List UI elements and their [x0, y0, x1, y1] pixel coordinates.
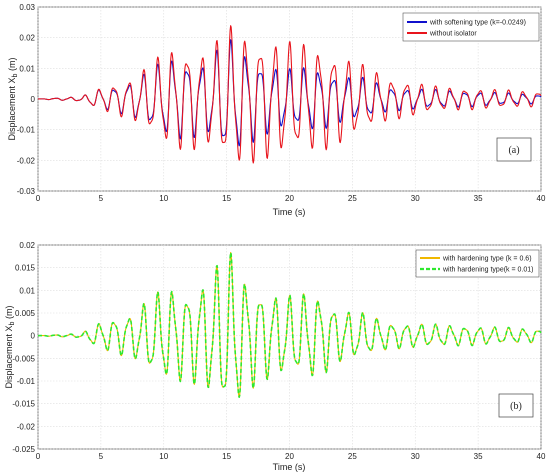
y-tick-label: 0.015 — [15, 264, 36, 273]
panel-label-box-a — [496, 137, 532, 162]
series-line — [37, 25, 542, 164]
legend-b: with hardening type (k = 0.6) with harde… — [415, 249, 540, 278]
series-lines-a — [37, 25, 542, 164]
x-tick-label: 0 — [36, 452, 41, 461]
x-tick-label: 15 — [222, 452, 231, 461]
y-tick-label: 0.01 — [19, 286, 35, 295]
panel-label-b: (b) — [510, 401, 522, 412]
y-tick-label: -0.025 — [12, 445, 35, 454]
x-tick-label: 20 — [285, 194, 294, 203]
y-tick-label: 0.03 — [19, 3, 35, 12]
gridlines-b — [37, 244, 542, 450]
x-tick-label: 25 — [348, 452, 357, 461]
y-tick-label: -0.01 — [17, 377, 36, 386]
x-tick-label: 20 — [285, 452, 294, 461]
legend-box-a — [402, 12, 540, 42]
y-tick-label: -0.005 — [12, 354, 35, 363]
x-tick-label: 25 — [348, 194, 357, 203]
x-tick-label: 30 — [411, 194, 420, 203]
x-axis-title-b: Time (s) — [273, 462, 306, 472]
legend-label-hardening-0-6: with hardening type (k = 0.6) — [442, 256, 532, 263]
x-tick-label: 5 — [99, 194, 104, 203]
y-tick-label: -0.015 — [12, 400, 35, 409]
x-axis-title-a: Time (s) — [273, 207, 306, 217]
tick-labels-b: 0 5 10 15 20 25 30 35 40 -0.025 -0.02 -0.015 -0.01 -0… — [12, 241, 546, 461]
y-tick-label: 0.02 — [19, 34, 35, 43]
panel-label-box-b — [498, 393, 534, 418]
y-tick-label: 0.005 — [15, 309, 36, 318]
y-axis-title-subscript-a: b — [12, 73, 19, 77]
y-axis-title-main-a: Displacement X — [7, 77, 17, 140]
series-lines-b — [37, 251, 542, 398]
y-tick-label: -0.02 — [17, 156, 36, 165]
legend-label-without-isolator: without isolator — [429, 31, 477, 38]
y-axis-title-unit-a: (m) — [7, 58, 17, 74]
x-tick-label: 15 — [222, 194, 231, 203]
tick-labels-a: 0 5 10 15 20 25 30 35 40 -0.03 -0.02 -0.01 0 0.01 0.02… — [17, 3, 546, 203]
legend-label-hardening-0-01: with hardening type(k = 0.01) — [442, 267, 533, 274]
y-tick-label: -0.03 — [17, 187, 36, 196]
legend-box-b — [415, 249, 540, 278]
chart-panel-b: 0 5 10 15 20 25 30 35 40 -0.025 -0.02 -0.015 -0.01 -0… — [4, 241, 546, 472]
panel-label-a: (a) — [508, 145, 519, 156]
x-tick-label: 5 — [99, 452, 104, 461]
y-tick-label: -0.01 — [17, 126, 36, 135]
y-axis-title-a: Displacement Xb (m) — [7, 58, 19, 141]
x-tick-label: 40 — [537, 194, 546, 203]
x-tick-label: 10 — [159, 452, 168, 461]
y-tick-label: 0 — [31, 95, 36, 104]
series-line — [37, 251, 542, 398]
y-tick-label: -0.02 — [17, 422, 36, 431]
x-tick-label: 0 — [36, 194, 41, 203]
x-tick-label: 30 — [411, 452, 420, 461]
x-tick-label: 10 — [159, 194, 168, 203]
x-tick-label: 35 — [474, 452, 483, 461]
y-axis-title-b: Displacement Xb (m) — [4, 306, 16, 389]
legend-a: with softening type (k=-0.0249) without … — [402, 12, 540, 42]
y-axis-title-unit-b: (m) — [4, 306, 14, 322]
y-tick-label: 0.02 — [19, 241, 35, 250]
y-axis-title-subscript-b: b — [9, 321, 16, 325]
x-tick-label: 35 — [474, 194, 483, 203]
series-line — [37, 39, 542, 147]
y-tick-label: 0.01 — [19, 64, 35, 73]
y-axis-title-main-b: Displacement X — [4, 325, 14, 388]
y-tick-label: 0 — [31, 332, 36, 341]
legend-label-softening: with softening type (k=-0.0249) — [429, 20, 526, 27]
x-tick-label: 40 — [537, 452, 546, 461]
chart-panel-a: 0 5 10 15 20 25 30 35 40 -0.03 -0.02 -0.01 0 0.01 0.02… — [7, 3, 546, 217]
